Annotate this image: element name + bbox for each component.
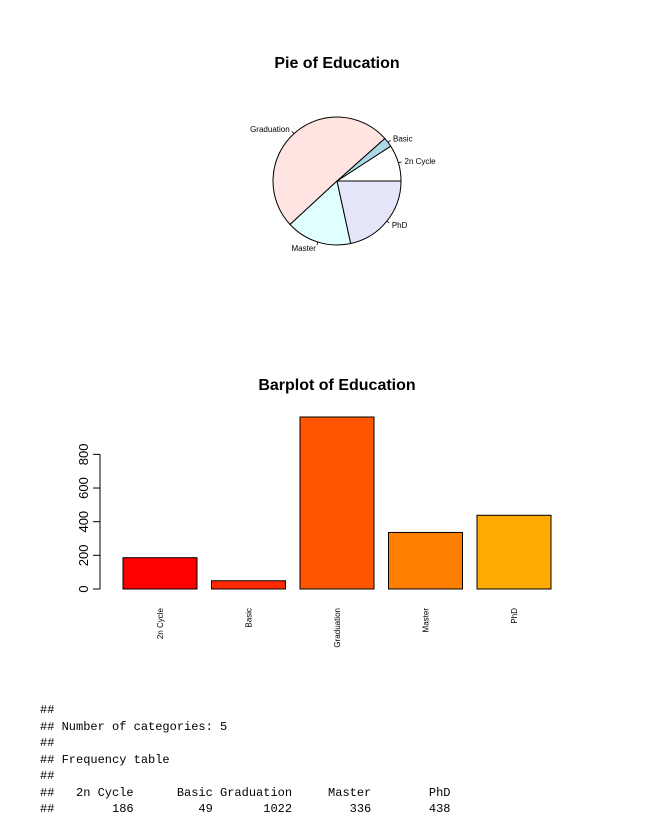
x-tick-label: PhD (510, 608, 519, 624)
pie-slice (272, 116, 386, 226)
pie-label-leader (291, 130, 295, 134)
bar (122, 557, 198, 590)
y-tick-label: 0 (76, 585, 91, 592)
pie-slice-label: Graduation (250, 125, 290, 134)
pie-slice-label: Master (291, 244, 316, 253)
bar-title: Barplot of Education (258, 377, 415, 394)
y-tick-label: 200 (76, 544, 91, 566)
pie-slice-label: PhD (392, 221, 408, 230)
pie-label-leader (386, 220, 390, 224)
y-tick-label: 800 (76, 444, 91, 466)
pie-label-leader (398, 161, 402, 164)
y-tick-label: 400 (76, 511, 91, 533)
pie-title: Pie of Education (274, 55, 399, 72)
bar (211, 580, 286, 590)
console-line: ## 186 49 1022 336 438 (40, 802, 451, 816)
pie-label-leader (387, 139, 391, 143)
console-output: ## ## Number of categories: 5 ## ## Freq… (40, 702, 640, 818)
console-line: ## (40, 769, 55, 783)
console-line: ## Frequency table (40, 752, 170, 767)
pie-label-leader (316, 241, 319, 246)
bar (476, 514, 552, 590)
console-line: ## 2n Cycle Basic Graduation Master PhD (40, 785, 451, 800)
pie-chart: Pie of Education 2n Cycle Basic Graduation… (250, 55, 437, 253)
x-tick-label: Master (422, 608, 431, 633)
y-tick-label: 600 (76, 477, 91, 499)
pie-slice-label: Basic (393, 134, 413, 143)
bar-chart: Barplot of Education 0 200 400 600 800 2n Cy… (76, 377, 552, 648)
console-line: ## Number of categories: 5 (40, 719, 228, 734)
x-tick-label: 2n Cycle (156, 607, 165, 639)
x-tick-label: Graduation (333, 608, 342, 648)
pie-slice-label: 2n Cycle (405, 157, 437, 166)
x-tick-label: Basic (245, 608, 254, 628)
bar (388, 531, 463, 590)
console-line: ## (40, 703, 55, 717)
console-line: ## (40, 736, 55, 750)
bar (299, 416, 375, 590)
